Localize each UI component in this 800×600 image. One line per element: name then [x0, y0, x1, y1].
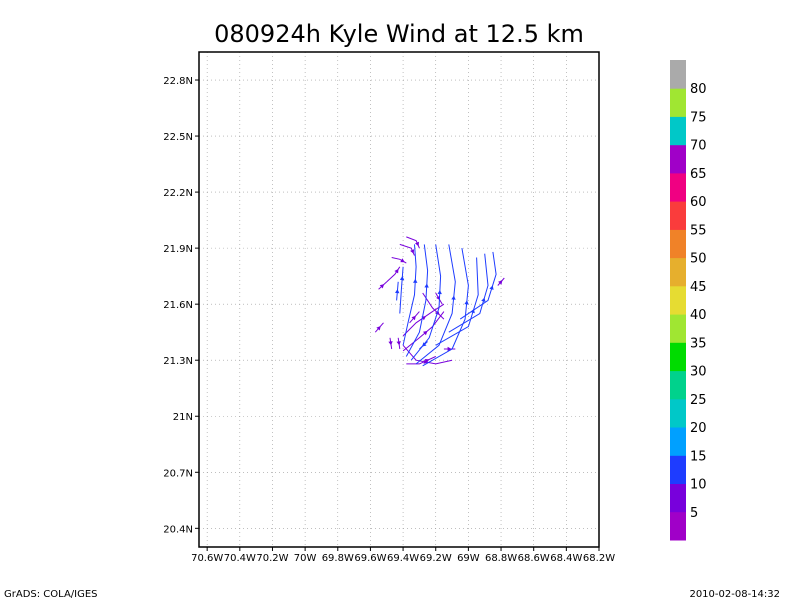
- streamline-arrow: [411, 315, 416, 321]
- streamline: [391, 257, 407, 264]
- streamline: [399, 266, 404, 314]
- colorbar-swatch: [670, 116, 686, 146]
- colorbar-label: 10: [690, 478, 707, 493]
- x-tick-label: 68.8W: [485, 553, 517, 564]
- streamline-arrow: [395, 289, 400, 294]
- streamline-arrow: [379, 284, 385, 289]
- colorbar-swatch: [670, 370, 686, 400]
- colorbar-swatch: [670, 60, 686, 89]
- grid-lines: [199, 52, 600, 547]
- streamline-arrow: [424, 359, 430, 363]
- colorbar-label: 40: [690, 308, 707, 323]
- colorbar-label: 5: [690, 506, 698, 521]
- colorbar-swatch: [670, 398, 686, 428]
- x-tick-label: 69.4W: [387, 553, 419, 564]
- y-tick-label: 20.4N: [163, 524, 193, 535]
- footer-credit: GrADS: COLA/IGES: [4, 589, 98, 600]
- colorbar-label: 35: [690, 336, 707, 351]
- streamline: [406, 356, 436, 365]
- streamline-arrow: [424, 283, 429, 288]
- streamline-arrow: [489, 285, 494, 290]
- colorbar-label: 65: [690, 167, 707, 182]
- colorbar-swatch: [670, 285, 686, 315]
- x-tick-label: 68.4W: [550, 553, 582, 564]
- colorbar-swatch: [670, 427, 686, 456]
- colorbar-label: 70: [690, 139, 707, 154]
- streamline-arrow: [451, 295, 456, 300]
- colorbar-swatch: [670, 201, 686, 230]
- streamline-arrow: [394, 268, 399, 274]
- colorbar-label: 25: [690, 393, 707, 408]
- x-tick-label: 70.4W: [224, 553, 256, 564]
- streamline-arrow: [437, 290, 442, 295]
- streamline-arrow: [388, 341, 393, 346]
- x-tick-label: 70.6W: [191, 553, 223, 564]
- colorbar-swatch: [670, 511, 686, 541]
- x-tick-label: 69.6W: [354, 553, 386, 564]
- x-tick-label: 68.6W: [518, 553, 550, 564]
- x-tick-label: 69W: [457, 553, 480, 564]
- y-tick-label: 22.2N: [163, 188, 193, 199]
- colorbar-swatch: [670, 483, 686, 513]
- streamline: [415, 244, 456, 365]
- streamline-arrow: [447, 346, 452, 352]
- chart-title: 080924h Kyle Wind at 12.5 km: [214, 20, 584, 48]
- streamline-arrow: [481, 297, 486, 302]
- colorbar-swatch: [670, 144, 686, 174]
- y-tick-label: 21.3N: [163, 356, 193, 367]
- streamline: [422, 248, 469, 367]
- streamline: [435, 257, 479, 346]
- streamline-arrow: [498, 280, 503, 285]
- x-tick-label: 70.2W: [256, 553, 288, 564]
- colorbar-label: 60: [690, 195, 707, 210]
- colorbar-swatch: [670, 342, 686, 372]
- colorbar-label: 75: [690, 111, 707, 126]
- y-tick-label: 20.7N: [163, 468, 193, 479]
- colorbar-label: 20: [690, 421, 707, 436]
- plot-frame: [198, 51, 600, 548]
- streamline-arrow: [396, 341, 401, 346]
- streamlines: [374, 236, 505, 367]
- x-tick-label: 68.2W: [583, 553, 615, 564]
- x-tick-label: 69.2W: [420, 553, 452, 564]
- colorbar-swatch: [670, 229, 686, 259]
- streamline-arrow: [410, 249, 415, 254]
- axis-ticks: 70.6W 70.4W 70.2W 70W 69.8W 69.6W 69.4W 69.2W 69…: [163, 76, 615, 564]
- colorbar-label: 55: [690, 223, 707, 238]
- streamline-arrow: [376, 326, 381, 331]
- streamline: [405, 244, 429, 357]
- colorbar-label: 30: [690, 365, 707, 380]
- streamline-arrow: [415, 241, 419, 247]
- colorbar-swatch: [670, 314, 686, 343]
- colorbar-swatch: [670, 172, 686, 202]
- y-tick-label: 22.5N: [163, 132, 193, 143]
- colorbar-swatch: [670, 88, 686, 117]
- y-tick-label: 21N: [173, 412, 193, 423]
- footer-timestamp: 2010-02-08-14:32: [689, 589, 780, 600]
- streamline-arrow: [399, 276, 405, 281]
- streamline-arrow: [464, 300, 469, 305]
- y-tick-label: 21.6N: [163, 300, 193, 311]
- colorbar-label: 45: [690, 280, 707, 295]
- streamline-arrow: [400, 258, 405, 263]
- streamline-arrow: [422, 342, 427, 347]
- x-tick-label: 70W: [294, 553, 317, 564]
- colorbar-label: 50: [690, 252, 707, 267]
- colorbar-swatch: [670, 257, 686, 287]
- y-tick-label: 21.9N: [163, 244, 193, 255]
- streamline-arrow: [423, 330, 428, 336]
- streamline-arrow: [413, 278, 418, 283]
- streamline: [386, 266, 401, 283]
- colorbar-label: 15: [690, 449, 707, 464]
- colorbar-swatch: [670, 455, 686, 484]
- colorbar-label: 80: [690, 82, 707, 97]
- y-tick-label: 22.8N: [163, 76, 193, 87]
- colorbar: 5 10 15 20 25 30 35 40 45 50 55 60 65 70 75 80: [670, 60, 707, 541]
- x-tick-label: 69.8W: [322, 553, 354, 564]
- streamline: [402, 244, 417, 346]
